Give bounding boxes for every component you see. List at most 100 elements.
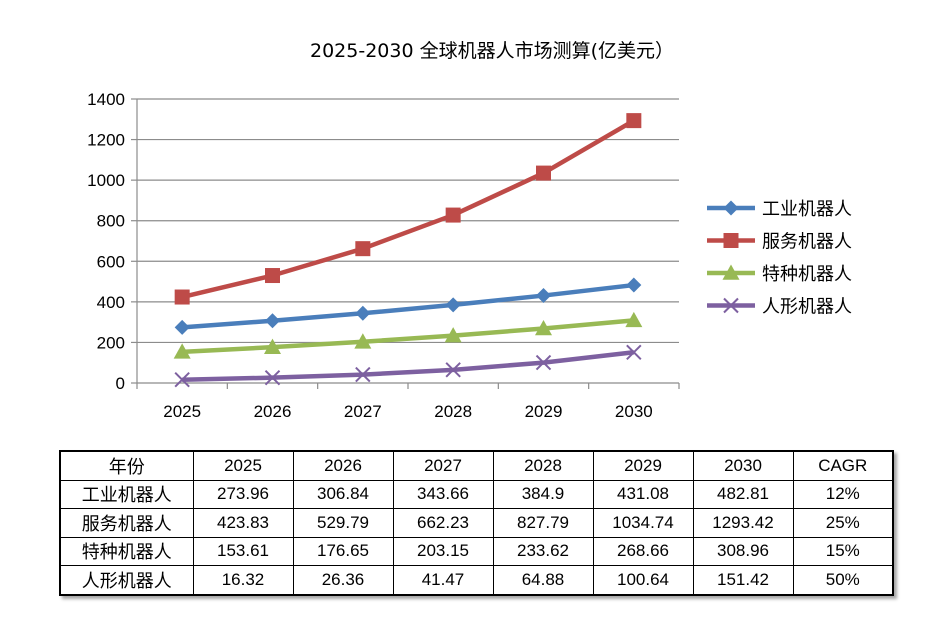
data-point [535, 354, 552, 371]
table-cell: 人形机器人 [59, 565, 194, 595]
table-header-cell: 2029 [592, 450, 694, 481]
table-cell: 827.79 [492, 508, 594, 538]
data-point [445, 362, 461, 378]
data-point [445, 207, 461, 223]
table-cell: 662.23 [392, 508, 494, 538]
data-point [535, 320, 552, 336]
table-row: 服务机器人 423.83 529.79 662.23 827.79 1034.74 1293… [59, 508, 894, 538]
table-cell: 482.81 [692, 479, 794, 509]
table-row: 特种机器人 153.61 176.65 203.15 233.62 268.66 308.9… [59, 536, 894, 566]
y-tick-label: 0 [116, 374, 125, 393]
series-line [182, 282, 635, 330]
x-tick-label: 2030 [615, 402, 653, 421]
table-cell: 308.96 [692, 536, 794, 566]
table-row: 人形机器人 16.32 26.36 41.47 64.88 100.64 151.42 50% [59, 565, 894, 595]
table-cell: 12% [792, 479, 894, 509]
data-point [174, 371, 190, 388]
data-point [355, 305, 371, 321]
series-lines [173, 113, 643, 388]
x-tick-label: 2028 [434, 402, 472, 421]
table-cell: 153.61 [192, 536, 294, 566]
table-cell: 1034.74 [592, 508, 694, 538]
legend-label: 人形机器人 [762, 297, 852, 318]
legend-marker [723, 200, 739, 216]
series-line [182, 318, 635, 355]
table-cell: 50% [792, 565, 894, 595]
table-cell: 151.42 [692, 565, 794, 595]
data-point [355, 241, 371, 257]
data-point [536, 288, 551, 304]
table-cell: 343.66 [392, 479, 494, 509]
y-tick-label: 200 [97, 333, 125, 352]
table-cell: 服务机器人 [59, 508, 194, 538]
table-cell: 64.88 [492, 565, 594, 595]
data-point [626, 277, 642, 293]
table-cell: 273.96 [192, 479, 294, 509]
legend-marker [723, 233, 739, 248]
table-cell: 431.08 [592, 479, 694, 509]
series-line [181, 118, 635, 300]
line-chart: 2025-2030 全球机器人市场测算(亿美元） 0 200 400 600 800 10… [87, 40, 852, 421]
data-point [264, 369, 281, 386]
legend-label: 特种机器人 [762, 264, 852, 285]
data-point [444, 327, 462, 343]
y-tick-label: 1000 [87, 171, 125, 190]
data-point [173, 343, 191, 359]
axes: 0 200 400 600 800 1000 1200 1400 2025 2026 2027 202… [87, 90, 680, 421]
data-point [355, 366, 371, 383]
y-tick-label: 600 [97, 252, 125, 271]
table-header-cell: CAGR [792, 450, 894, 481]
data-point [626, 344, 642, 360]
table-header-cell: 2025 [192, 450, 294, 481]
table-cell: 306.84 [292, 479, 394, 509]
table-header-cell: 年份 [59, 450, 194, 481]
x-tick-label: 2025 [163, 402, 201, 421]
y-tick-label: 800 [97, 212, 125, 231]
y-tick-label: 400 [97, 293, 125, 312]
table-cell: 423.83 [192, 508, 294, 538]
data-point [354, 333, 372, 349]
table-cell: 41.47 [392, 565, 494, 595]
table-cell: 26.36 [292, 565, 394, 595]
data-point [264, 338, 281, 354]
table-cell: 268.66 [592, 536, 694, 566]
data-point [265, 313, 280, 329]
table-cell: 工业机器人 [59, 479, 194, 509]
table-header-row: 年份 2025 2026 2027 2028 2029 2030 CAGR [59, 450, 894, 481]
series-line [182, 350, 635, 382]
data-table: 年份 2025 2026 2027 2028 2029 2030 CAGR 工业机器人 273.9… [59, 450, 894, 596]
data-point [174, 319, 190, 335]
legend-label: 工业机器人 [762, 199, 852, 220]
legend-marker [722, 264, 740, 280]
table-cell: 233.62 [492, 536, 594, 566]
data-point [536, 165, 551, 181]
table-cell: 203.15 [392, 536, 494, 566]
table-cell: 176.65 [292, 536, 394, 566]
y-tick-label: 1200 [87, 131, 125, 150]
data-point [174, 289, 190, 305]
data-point [445, 297, 461, 313]
table-row: 工业机器人 273.96 306.84 343.66 384.9 431.08 482.81… [59, 479, 894, 509]
table-cell: 384.9 [492, 479, 594, 509]
data-point [625, 311, 643, 328]
x-tick-label: 2029 [525, 402, 563, 421]
legend-label: 服务机器人 [762, 232, 852, 253]
table-cell: 100.64 [592, 565, 694, 595]
data-point [265, 268, 280, 284]
table-header-cell: 2026 [292, 450, 394, 481]
table-header-cell: 2027 [392, 450, 494, 481]
grid [137, 98, 679, 344]
table-cell: 529.79 [292, 508, 394, 538]
chart-title: 2025-2030 全球机器人市场测算(亿美元） [310, 40, 674, 62]
table-cell: 16.32 [192, 565, 294, 595]
data-point [626, 113, 642, 129]
table-cell: 15% [792, 536, 894, 566]
x-tick-label: 2026 [254, 402, 292, 421]
table-cell: 1293.42 [692, 508, 794, 538]
x-tick-label: 2027 [344, 402, 382, 421]
y-tick-label: 1400 [87, 90, 125, 109]
table-cell: 特种机器人 [59, 536, 194, 566]
table-cell: 25% [792, 508, 894, 538]
table-header-cell: 2030 [692, 450, 794, 481]
